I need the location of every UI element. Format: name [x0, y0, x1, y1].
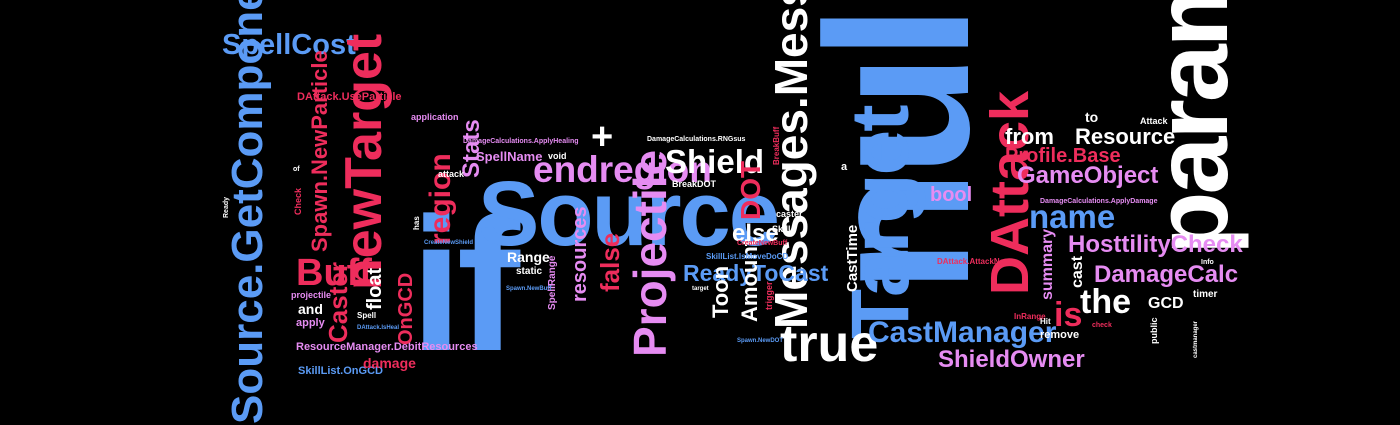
word-spellname: SpellName — [476, 149, 543, 164]
word-is: is — [1054, 296, 1083, 334]
word-readytocast: ReadyToCast — [683, 260, 829, 286]
word-damagecalculations-applyhealing: DamageCalculations.ApplyHealing — [463, 138, 579, 145]
word-gcd: GCD — [1148, 295, 1184, 312]
word-region: region — [424, 153, 457, 245]
word-ready: Ready — [223, 196, 230, 218]
word-castmanager: CastManager — [868, 316, 1057, 349]
word-castmanager-lc: castmanager — [1193, 320, 1199, 358]
word-spawn-newdot: Spawn.NewDOT — [737, 338, 784, 344]
word-attack: Attack — [1140, 116, 1168, 126]
word-of: of — [293, 166, 300, 173]
word-shieldowner: ShieldOwner — [938, 346, 1085, 373]
word-dattack-attackname: DAttack.AttackName — [937, 257, 1016, 266]
word-float: float — [364, 267, 386, 310]
word-to: to — [1085, 109, 1099, 125]
word-from: from — [1005, 124, 1054, 149]
word-hit: Hit — [1040, 317, 1051, 326]
word-trigger: trigger — [764, 281, 774, 310]
word-profile-base: Profile.Base — [1005, 145, 1121, 167]
word-breakdot: BreakDOT — [672, 179, 717, 189]
word-the: the — [1080, 283, 1131, 321]
word-info: Info — [1201, 259, 1214, 266]
word-timer: timer — [1193, 289, 1218, 300]
word-spawn-newbuff: Spawn.NewBuff — [506, 286, 552, 292]
word-casttime: CastTime — [844, 224, 861, 292]
word-range: Range — [507, 249, 550, 265]
word-has: has — [412, 216, 421, 230]
word-check-lc: check — [1092, 322, 1112, 329]
word-skill: Skill — [772, 224, 791, 234]
word-attack-lc: attack — [438, 169, 465, 179]
word-a: a — [841, 161, 848, 173]
word-damagecalc: DamageCalc — [1094, 261, 1239, 288]
word-false: false — [595, 232, 625, 292]
word-source: Source — [478, 163, 780, 265]
word-breakbuff: BreakBuff — [772, 126, 781, 165]
word-caster: Caster — [323, 262, 353, 343]
word-remove: remove — [1040, 329, 1080, 341]
word-application: application — [411, 112, 459, 122]
word-toon: Toon — [708, 265, 733, 318]
word-ongcd: OnGCD — [395, 272, 417, 345]
word-skilllist-ismovedocd: SkillList.IsMoveDoCD — [706, 252, 789, 261]
word-endregion: endregion — [533, 149, 712, 190]
word-dot: DOT — [735, 160, 766, 220]
word-spell: Spell — [357, 311, 377, 320]
word-public: public — [1149, 317, 1159, 345]
word-damagecalculations-applydamage: DamageCalculations.ApplyDamage — [1040, 198, 1158, 205]
word-spellrange: SpellRange — [547, 255, 558, 310]
word-apply: apply — [296, 317, 325, 329]
word-inrange: InRange — [1014, 312, 1046, 321]
word-shield: Shield — [665, 143, 765, 180]
word-bool: bool — [930, 184, 973, 206]
word-resourcemanager-debitresources: ResourceManager.DebitResources — [296, 341, 478, 353]
word-target-lc: target — [692, 286, 709, 292]
word-damagecalculations-rngsus: DamageCalculations.RNGsus — [647, 136, 746, 143]
word-createnewbuff: CreateNewBuff — [737, 240, 788, 247]
word-target: Target — [835, 106, 926, 339]
word-source-getcomponent: Source.GetComponent — [223, 0, 272, 424]
word-skilllist-ongcd: SkillList.OnGCD — [298, 365, 383, 377]
word-name: name — [1029, 198, 1116, 235]
word-spellcost: SpellCost — [222, 29, 356, 61]
word-gameobject: GameObject — [1017, 162, 1159, 189]
word-resources: resources — [569, 206, 591, 302]
word-buff: Buff — [296, 252, 372, 294]
word-summary: summary — [1039, 228, 1056, 300]
word-dattack-useparticle: DAttack.UseParticle — [297, 91, 402, 103]
word-if: if — [410, 179, 520, 391]
word-static: static — [516, 266, 543, 277]
word-projectile-lc: projectile — [291, 290, 332, 300]
word-else: else — [732, 220, 779, 247]
word-dattack-isheal: DAttack.IsHeal — [357, 325, 400, 331]
word-void: void — [548, 151, 567, 161]
word-resource: Resource — [1075, 124, 1176, 149]
word-true: true — [780, 315, 879, 373]
word-caster-lc: caster — [776, 209, 803, 219]
word-hosttilitycheck: HosttilityCheck — [1068, 231, 1243, 258]
word-check: Check — [293, 187, 303, 215]
word-plus: + — [591, 116, 614, 158]
word-and: and — [298, 301, 323, 317]
word-damage: damage — [363, 355, 416, 371]
word-cast: cast — [1069, 255, 1086, 288]
word-spawn-newparticle: Spawn.NewParticle — [307, 50, 332, 252]
word-createnewshield: CreateNewShield — [424, 240, 474, 246]
